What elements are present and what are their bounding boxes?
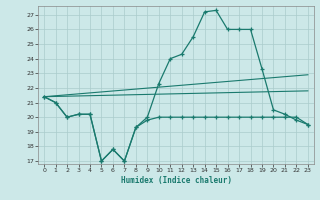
X-axis label: Humidex (Indice chaleur): Humidex (Indice chaleur) (121, 176, 231, 185)
